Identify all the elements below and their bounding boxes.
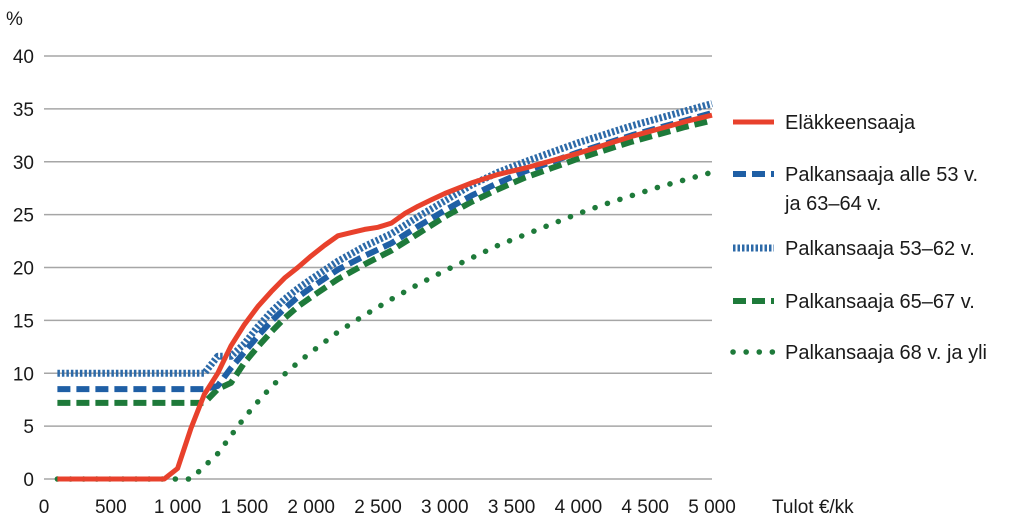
x-tick-label: 2 000 (287, 497, 335, 518)
series-line-4 (54, 169, 715, 482)
gridlines (44, 55, 712, 480)
x-tick-label: 4 500 (621, 497, 669, 518)
y-tick-label: 5 (23, 417, 34, 438)
series-line-0 (57, 112, 713, 482)
legend-label: Palkansaaja alle 53 v. ja 63–64 v. (784, 164, 978, 215)
legend: Eläkkeensaaja Palkansaaja alle 53 v. ja 63… (730, 112, 987, 364)
y-tick-label: 0 (23, 470, 34, 491)
y-tick-label: 40 (13, 47, 34, 68)
y-tick-label: 10 (13, 364, 34, 385)
legend-label: Palkansaaja 68 v. ja yli (785, 342, 987, 364)
y-tick-label: 25 (13, 206, 34, 227)
y-tick-label: 20 (13, 259, 34, 280)
x-tick-label: 5 000 (688, 497, 736, 518)
x-axis-ticks: 0 500 1 000 1 500 2 000 2 500 3 000 3 500 4 000 4… (39, 497, 736, 518)
y-tick-label: 15 (13, 311, 34, 332)
y-axis-ticks: 0 5 10 15 20 25 30 35 40 (13, 47, 34, 491)
x-tick-label: 1 500 (221, 497, 269, 518)
series-line-2 (57, 100, 713, 377)
x-tick-label: 3 000 (421, 497, 469, 518)
x-tick-label: 4 000 (555, 497, 603, 518)
x-tick-label: 1 000 (154, 497, 202, 518)
legend-label: Palkansaaja 53–62 v. (785, 238, 975, 260)
series-lines (54, 100, 715, 482)
series-line-3 (57, 117, 713, 406)
x-axis-label: Tulot €/kk (772, 497, 854, 518)
y-tick-label: 35 (13, 100, 34, 121)
series-line-1 (57, 110, 713, 393)
y-tick-label: 30 (13, 153, 34, 174)
x-tick-label: 500 (95, 497, 127, 518)
x-tick-label: 0 (39, 497, 50, 518)
x-tick-label: 3 500 (488, 497, 536, 518)
legend-label: Eläkkeensaaja (785, 112, 916, 134)
legend-label: Palkansaaja 65–67 v. (785, 291, 975, 313)
y-axis-label: % (6, 9, 23, 30)
x-tick-label: 2 500 (354, 497, 402, 518)
